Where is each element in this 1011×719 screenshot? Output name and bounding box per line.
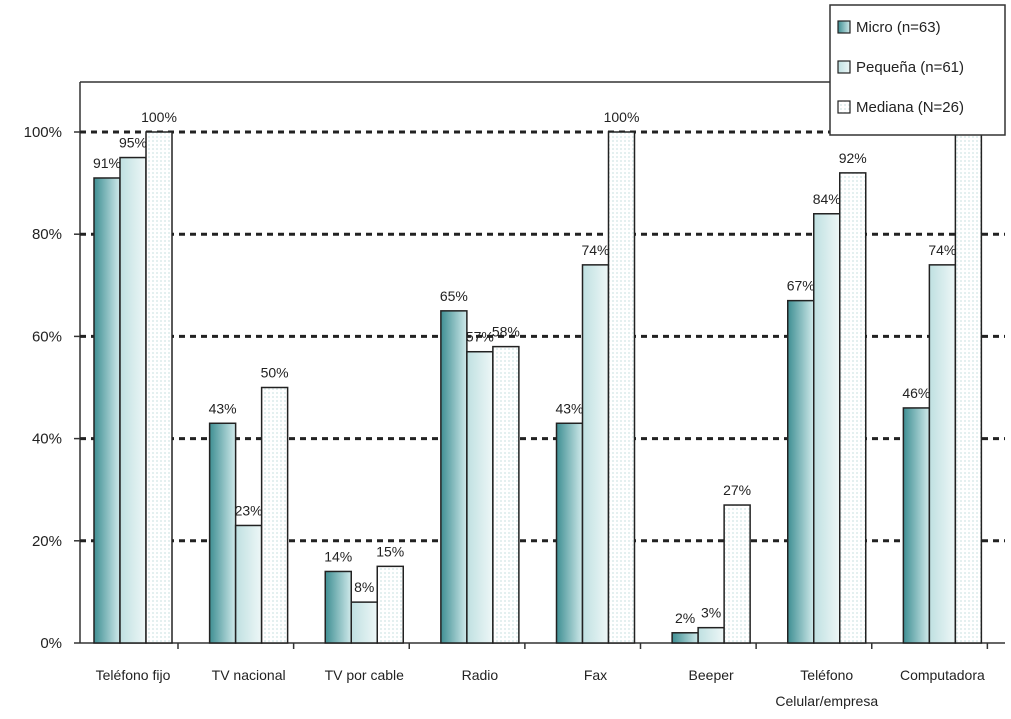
x-axis: Teléfono fijo TV nacional TV por cable Radi…: [96, 643, 989, 709]
data-label: 57%: [466, 329, 494, 345]
data-label: 91%: [93, 155, 121, 171]
bar: [260, 386, 289, 644]
bar: [813, 213, 841, 644]
legend-label: Mediana (N=26): [856, 99, 964, 116]
legend-label: Pequeña (n=61): [856, 59, 964, 76]
y-tick-label: 60%: [32, 328, 62, 345]
data-label: 58%: [492, 324, 520, 340]
bar: [492, 345, 520, 644]
data-label: 100%: [604, 109, 640, 125]
y-tick-label: 0%: [40, 635, 62, 652]
data-label: 95%: [119, 135, 147, 151]
data-labels: 91% 95% 100% 43% 23% 50% 14%8% 15% 65% 57%58% 43% 7…: [93, 109, 986, 626]
data-label: 100%: [141, 109, 177, 125]
data-label: 92%: [839, 150, 867, 166]
bar: [234, 524, 263, 644]
bar: [787, 299, 815, 644]
x-tick-label: Beeper: [689, 667, 734, 683]
bar: [119, 156, 147, 644]
y-tick-label: 40%: [32, 431, 62, 448]
legend-box: [829, 4, 1006, 136]
data-label: 3%: [701, 605, 721, 621]
x-tick-label: Fax: [584, 667, 607, 683]
x-tick-label: Teléfono fijo: [96, 667, 171, 683]
bar: [350, 601, 378, 644]
y-tick-label: 100%: [24, 124, 62, 141]
x-tick-label: Computadora: [900, 667, 985, 683]
data-label: 8%: [354, 579, 374, 595]
legend-label: Micro (n=63): [856, 19, 941, 36]
data-label: 14%: [324, 548, 352, 564]
bar: [581, 264, 610, 644]
data-label: 15%: [376, 543, 404, 559]
bar: [607, 131, 636, 644]
y-axis: 0% 20% 40% 60% 80% 100%: [24, 124, 80, 652]
bar: [555, 422, 584, 644]
bar: [324, 570, 352, 644]
x-tick-label: TV nacional: [212, 667, 286, 683]
legend-swatch: [837, 100, 851, 114]
bar: [376, 565, 404, 644]
x-tick-label: Celular/empresa: [775, 693, 878, 709]
data-label: 84%: [813, 191, 841, 207]
bar: [208, 422, 237, 644]
data-label: 27%: [723, 482, 751, 498]
x-tick-label: Radio: [462, 667, 499, 683]
data-label: 74%: [581, 242, 609, 258]
y-tick-label: 20%: [32, 533, 62, 550]
bar: [440, 310, 468, 644]
bar: [839, 172, 867, 644]
data-label: 43%: [555, 400, 583, 416]
bar: [954, 131, 983, 644]
data-label: 23%: [235, 502, 263, 518]
legend: Micro (n=63) Pequeña (n=61) Mediana (N=26): [829, 4, 1006, 136]
legend-swatch: [837, 60, 851, 74]
bar: [723, 504, 751, 644]
bar: [671, 632, 699, 644]
data-label: 2%: [675, 610, 695, 626]
bar: [93, 177, 121, 644]
bars: [93, 131, 983, 644]
data-label: 67%: [787, 278, 815, 294]
data-label: 65%: [440, 288, 468, 304]
x-tick-label: Teléfono: [800, 667, 853, 683]
y-tick-label: 80%: [32, 226, 62, 243]
legend-swatch: [837, 20, 851, 34]
bar: [902, 407, 931, 644]
data-label: 50%: [261, 365, 289, 381]
data-label: 74%: [928, 242, 956, 258]
data-label: 46%: [902, 385, 930, 401]
bar: [145, 131, 173, 644]
bar: [697, 626, 725, 644]
bar: [928, 264, 957, 644]
data-label: 43%: [209, 400, 237, 416]
x-tick-label: TV por cable: [325, 667, 405, 683]
bar: [466, 350, 494, 644]
